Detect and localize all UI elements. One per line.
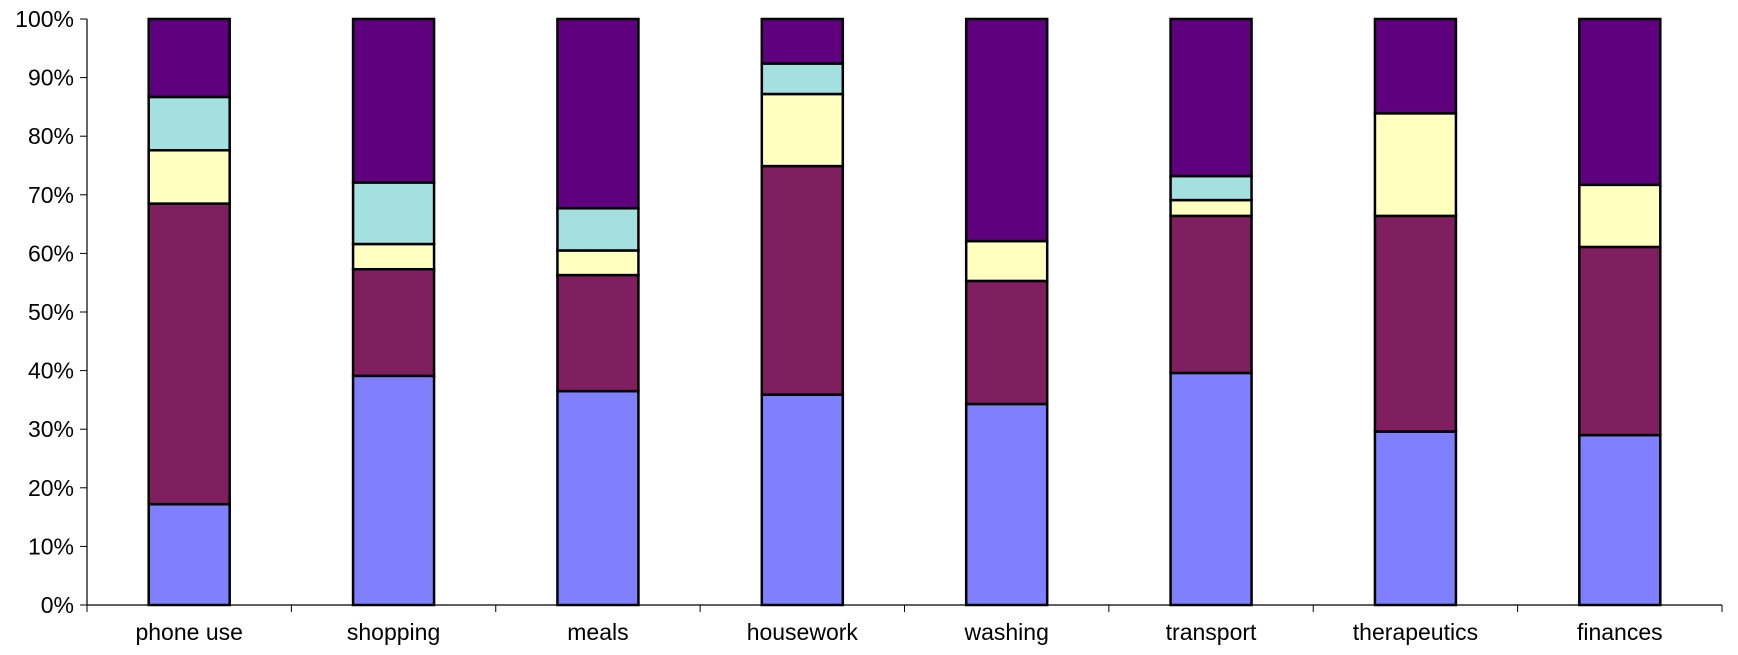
y-tick-label: 60% [28, 240, 74, 266]
x-tick-label: meals [567, 619, 628, 645]
bar-segment [556, 17, 640, 210]
bar-segment [964, 279, 1049, 406]
bars [147, 17, 1662, 607]
y-tick-label: 0% [41, 592, 74, 618]
bar-segment [556, 273, 640, 393]
bar-segment [1578, 183, 1662, 249]
bar-segment [351, 181, 436, 246]
bar-segment [556, 389, 640, 607]
x-tick-label: housework [747, 619, 859, 645]
x-tick-label: phone use [135, 619, 242, 645]
x-axis-labels: phone use shopping meals housework washing tr… [135, 619, 1662, 645]
y-tick-label: 70% [28, 182, 74, 208]
bar-segment [147, 202, 231, 506]
bar-segment [1578, 17, 1662, 187]
bar-segment [351, 242, 436, 271]
bar-segment [760, 164, 845, 396]
y-tick-label: 10% [28, 533, 74, 559]
bar-segment [556, 207, 640, 252]
bar-segment [147, 17, 231, 99]
bar-segment [1373, 17, 1458, 115]
bar-segment [1169, 214, 1253, 375]
bar-segment [1578, 433, 1662, 607]
y-tick-label: 90% [28, 65, 74, 91]
bar-segment [1373, 214, 1458, 433]
bar-segment [760, 393, 845, 607]
bar-segment [147, 95, 231, 152]
x-tick-label: washing [963, 619, 1048, 645]
y-tick-label: 50% [28, 299, 74, 325]
bar-segment [556, 249, 640, 277]
bar-segment [1373, 430, 1458, 607]
bar-segment [1373, 112, 1458, 218]
x-tick-label: shopping [347, 619, 440, 645]
y-axis-ticks: 0% 10% 20% 30% 40% 50% 60% 70% 80% 90% 100% [15, 6, 87, 618]
bar-segment [964, 17, 1049, 243]
bar-segment [760, 17, 845, 65]
bar-segment [964, 239, 1049, 283]
bar-segment [351, 374, 436, 607]
x-tick-label: therapeutics [1353, 619, 1478, 645]
y-tick-label: 20% [28, 475, 74, 501]
bar-segment [147, 502, 231, 607]
bar-segment [1169, 198, 1253, 218]
bar-segment [760, 92, 845, 168]
bar-segment [351, 267, 436, 378]
bar-segment [1169, 174, 1253, 202]
bar-segment [1169, 371, 1253, 607]
bar-segment [147, 149, 231, 205]
x-tick-label: transport [1166, 619, 1257, 645]
bar-segment [760, 62, 845, 96]
y-tick-label: 80% [28, 123, 74, 149]
x-tick-label: finances [1577, 619, 1663, 645]
y-tick-label: 40% [28, 358, 74, 384]
bar-segment [1578, 245, 1662, 437]
axes [86, 19, 1723, 612]
bar-segment [351, 17, 436, 184]
y-tick-label: 100% [15, 6, 74, 32]
y-tick-label: 30% [28, 416, 74, 442]
bar-segment [1169, 17, 1253, 178]
bar-segment [964, 402, 1049, 607]
